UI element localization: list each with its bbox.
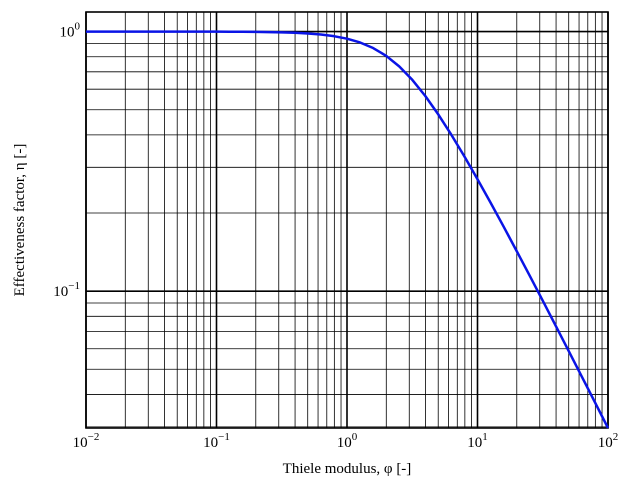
y-tick-label: 100 <box>60 21 81 41</box>
x-axis-label: Thiele modulus, φ [-] <box>283 461 412 477</box>
x-tick-label: 10−2 <box>73 431 100 451</box>
y-axis-label: Effectiveness factor, η [-] <box>12 144 28 297</box>
x-tick-label: 10−1 <box>203 431 230 451</box>
y-tick-label: 10−1 <box>53 280 80 300</box>
x-tick-label: 101 <box>467 431 488 451</box>
plot-frame <box>85 11 609 429</box>
data-line <box>86 30 610 429</box>
x-tick-label: 100 <box>337 431 358 451</box>
x-tick-label: 102 <box>598 431 619 451</box>
